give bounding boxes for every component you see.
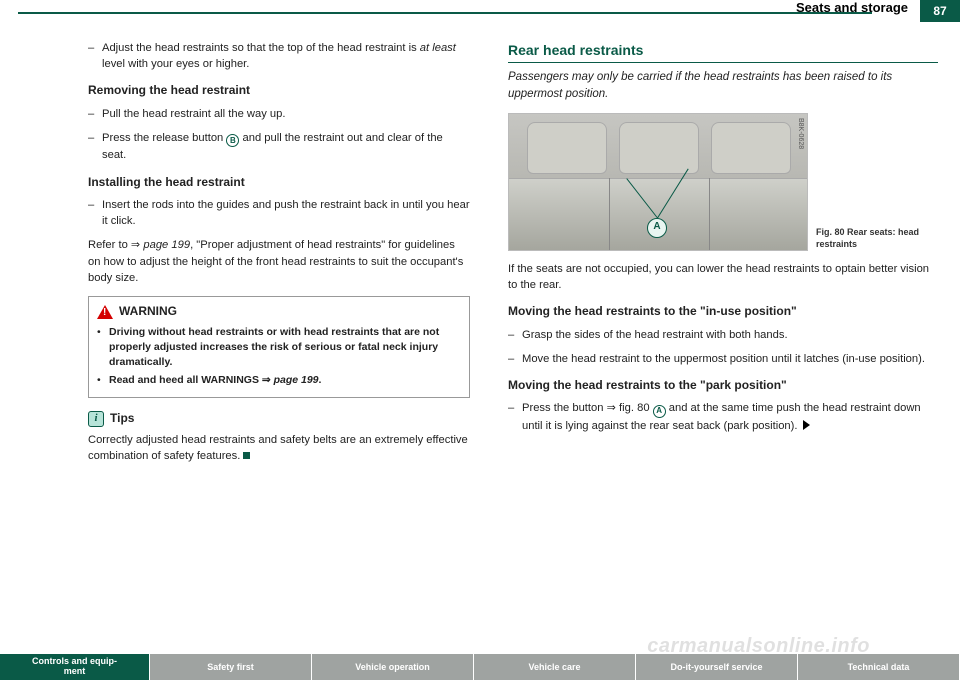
info-icon: i: [88, 411, 104, 427]
list-item: –Adjust the head restraints so that the …: [88, 40, 470, 72]
warning-header: WARNING: [97, 303, 461, 320]
warning-label: WARNING: [119, 303, 177, 320]
footer-tab-tech[interactable]: Technical data: [798, 654, 960, 680]
footer-tab-safety[interactable]: Safety first: [150, 654, 312, 680]
header-rule: [18, 12, 872, 14]
subheading-inuse: Moving the head restraints to the "in-us…: [508, 303, 938, 320]
tips-body: Correctly adjusted head restraints and s…: [88, 434, 468, 462]
headrest-shape: [527, 122, 607, 174]
page-content: –Adjust the head restraints so that the …: [0, 40, 960, 648]
list-item: –Grasp the sides of the head restraint w…: [508, 327, 938, 343]
page-number-badge: 87: [920, 0, 960, 22]
headrest-shape: [619, 122, 699, 174]
item-text: Pull the head restraint all the way up.: [102, 106, 470, 122]
right-column: Rear head restraints Passengers may only…: [490, 40, 960, 648]
warning-item: •Driving without head restraints or with…: [97, 325, 461, 371]
item-text: Press the button ⇒ fig. 80 A and at the …: [522, 400, 938, 434]
list-item: –Pull the head restraint all the way up.: [88, 106, 470, 122]
list-item: –Insert the rods into the guides and pus…: [88, 197, 470, 229]
end-square-icon: [243, 452, 250, 459]
item-text: Press the release button B and pull the …: [102, 130, 470, 164]
item-text: Move the head restraint to the uppermost…: [522, 351, 938, 367]
seatback-shape: [509, 178, 807, 250]
warning-text: Driving without head restraints or with …: [109, 325, 461, 371]
figure-caption: Fig. 80 Rear seats: head restraints: [816, 227, 926, 250]
footer-tabs: Controls and equip-ment Safety first Veh…: [0, 654, 960, 680]
seam-line: [609, 178, 610, 250]
list-item: –Press the release button B and pull the…: [88, 130, 470, 164]
left-column: –Adjust the head restraints so that the …: [0, 40, 490, 648]
park-text: Press the button ⇒ fig. 80 A and at the …: [522, 402, 921, 431]
subheading-removing: Removing the head restraint: [88, 82, 470, 99]
figure-wrap: A B8K-0628 Fig. 80 Rear seats: head rest…: [508, 113, 938, 251]
warning-triangle-icon: [97, 305, 113, 319]
tips-text: Correctly adjusted head restraints and s…: [88, 432, 470, 464]
section-subtitle: Passengers may only be carried if the he…: [508, 69, 938, 102]
figure-image: A B8K-0628: [508, 113, 808, 251]
section-title: Rear head restraints: [508, 40, 938, 63]
warning-text: Read and heed all WARNINGS ⇒ page 199.: [109, 373, 321, 388]
footer-tab-diy[interactable]: Do-it-yourself service: [636, 654, 798, 680]
body-text: If the seats are not occupied, you can l…: [508, 261, 938, 293]
header-section-title: Seats and storage: [796, 0, 908, 15]
continue-arrow-icon: [803, 420, 810, 430]
footer-tab-controls[interactable]: Controls and equip-ment: [0, 654, 150, 680]
tips-header: i Tips: [88, 410, 470, 427]
footer-tab-operation[interactable]: Vehicle operation: [312, 654, 474, 680]
list-item: –Move the head restraint to the uppermos…: [508, 351, 938, 367]
item-text: Adjust the head restraints so that the t…: [102, 40, 470, 72]
item-text: Grasp the sides of the head restraint wi…: [522, 327, 938, 343]
seam-line: [709, 178, 710, 250]
refer-text: Refer to ⇒ page 199, "Proper adjustment …: [88, 237, 470, 286]
subheading-installing: Installing the head restraint: [88, 174, 470, 191]
tips-label: Tips: [110, 410, 134, 427]
warning-item: •Read and heed all WARNINGS ⇒ page 199.: [97, 373, 461, 388]
image-code: B8K-0628: [795, 118, 805, 149]
subheading-park: Moving the head restraints to the "park …: [508, 377, 938, 394]
item-text: Insert the rods into the guides and push…: [102, 197, 470, 229]
headrest-shape: [711, 122, 791, 174]
callout-a-marker: A: [647, 218, 667, 238]
list-item: –Press the button ⇒ fig. 80 A and at the…: [508, 400, 938, 434]
warning-box: WARNING •Driving without head restraints…: [88, 296, 470, 398]
footer-tab-care[interactable]: Vehicle care: [474, 654, 636, 680]
